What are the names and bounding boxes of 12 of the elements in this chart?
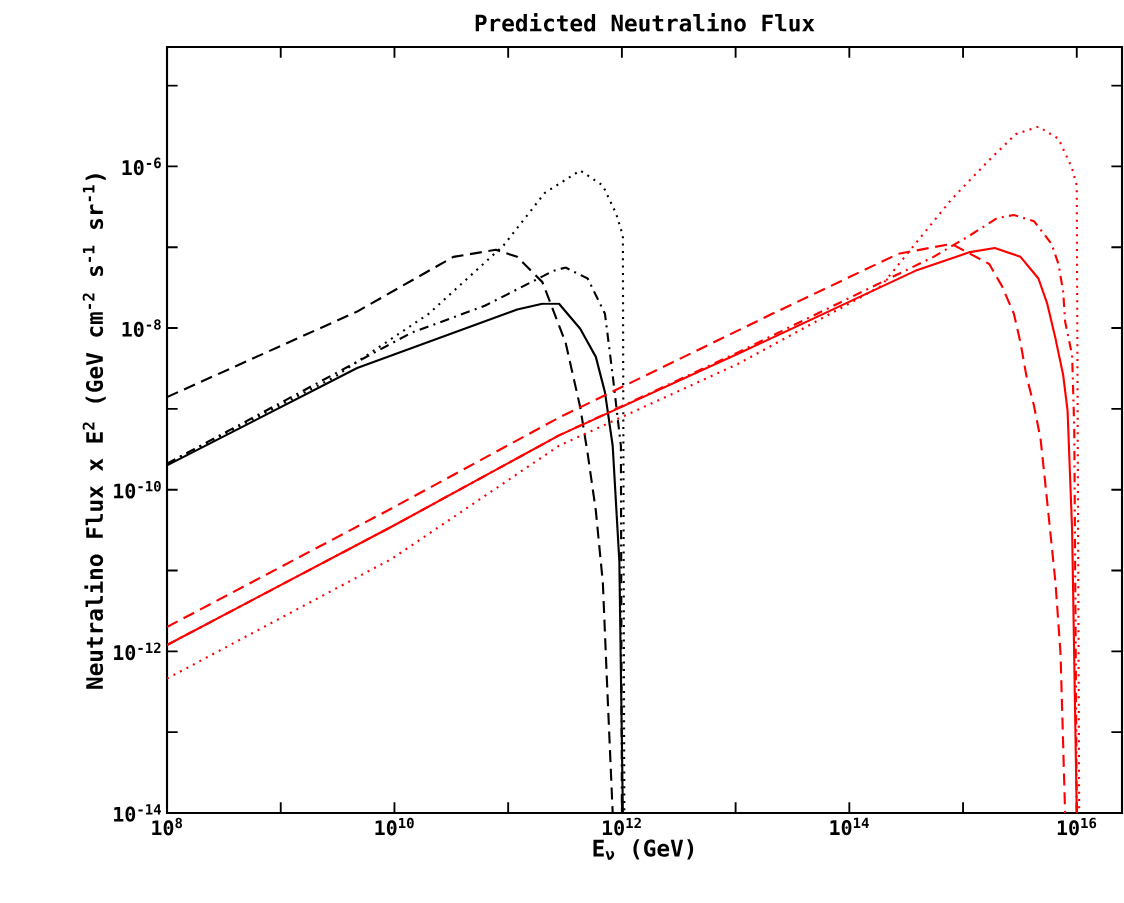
chart-title: Predicted Neutralino Flux — [475, 12, 815, 32]
x-tick-label: 10$^{14}$ — [830, 817, 869, 836]
text: Neutralino Flux x E$^{2}$ (GeV cm$^{-2}$ s$^{-1}$ sr$^{-1}$) — [82, 174, 106, 689]
y-tick-label: 10$^{-12}$ — [114, 642, 161, 661]
y-tick-label: 10$^{-6}$ — [122, 157, 161, 176]
y-tick-label: 10$^{-8}$ — [122, 319, 161, 337]
y-tick-label: 10$^{-10}$ — [114, 480, 161, 499]
x-tick-label: 10$^{16}$ — [1057, 817, 1097, 836]
x-tick-label: 10$^{12}$ — [602, 817, 641, 836]
x-tick-label: 10$^{8}$ — [152, 817, 183, 836]
x-tick-label: 10$^{10}$ — [375, 817, 414, 836]
text: E$_{ν}$ (GeV) — [593, 839, 694, 860]
